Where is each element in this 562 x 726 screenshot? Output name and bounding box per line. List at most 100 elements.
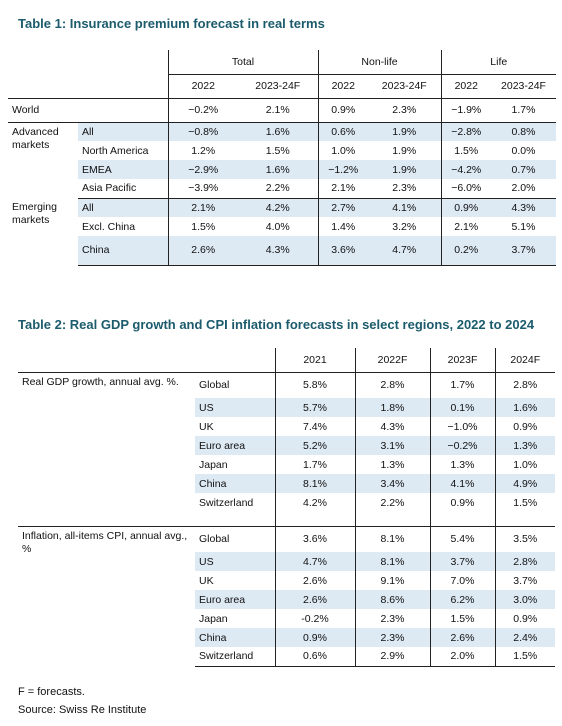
- table-cell: 0.6%: [274, 647, 355, 667]
- table-row: Real GDP growth, annual avg. %. Global 5.8…: [18, 372, 555, 398]
- table-cell: [195, 348, 275, 373]
- table-cell: 1.9%: [392, 144, 417, 157]
- table-cell: 4.2%: [238, 198, 318, 217]
- table-cell: 4.2%: [274, 493, 355, 512]
- table-row: 2021 2022F 2023F 2024F: [18, 348, 555, 373]
- table-cell: −1.9%: [440, 98, 491, 123]
- row-header: Euro area: [195, 590, 275, 609]
- table-cell: 2.7%: [317, 198, 368, 217]
- table-cell: 3.6%: [274, 525, 355, 552]
- table-cell: 3.7%: [494, 571, 555, 590]
- table-cell: [78, 50, 168, 74]
- table-row: Euro area 2.6% 8.6% 6.2% 3.0%: [18, 590, 555, 609]
- table-cell: 2.8%: [354, 372, 430, 398]
- table-cell: 1.5%: [265, 144, 290, 157]
- table-cell: 0.6%: [317, 122, 368, 141]
- table-cell: 1.8%: [354, 398, 430, 417]
- table-cell: 1.7%: [274, 455, 355, 474]
- table-cell: 8.1%: [274, 474, 355, 493]
- table-cell: 6.2%: [429, 590, 495, 609]
- table-cell: 3.1%: [354, 436, 430, 455]
- spacer: [274, 512, 355, 526]
- table-row: Switzerland 4.2% 2.2% 0.9% 1.5%: [18, 493, 555, 512]
- row-header: Switzerland: [195, 647, 275, 667]
- section-label: Real GDP growth, annual avg. %.: [22, 375, 179, 388]
- table-cell: −2.8%: [440, 122, 491, 141]
- table-cell: 2.3%: [368, 179, 441, 199]
- table-cell: 4.7%: [274, 552, 355, 571]
- table-cell: 2.3%: [354, 628, 430, 647]
- table-cell: 3.5%: [494, 525, 555, 552]
- table-cell: 1.3%: [494, 436, 555, 455]
- table-row: Japan -0.2% 2.3% 1.5% 0.9%: [18, 609, 555, 628]
- table-cell: 2.2%: [354, 493, 430, 512]
- table-cell: 2.1%: [317, 179, 368, 199]
- table-cell: 2.2%: [238, 179, 318, 199]
- table-cell: 8.1%: [354, 552, 430, 571]
- table-cell: 2.9%: [354, 647, 430, 667]
- table-row: [18, 512, 555, 526]
- premium-table: Total Non-life Life 2022 2023-24F 2022 2023-24…: [8, 50, 556, 266]
- table-cell: −1.0%: [429, 417, 495, 436]
- row-header: US: [195, 552, 275, 571]
- column-header: 2023-24F: [368, 74, 441, 99]
- table-cell: 2.4%: [494, 628, 555, 647]
- table-cell: 0.9%: [317, 98, 368, 123]
- table-cell: 3.7%: [429, 552, 495, 571]
- row-header: All: [78, 122, 168, 141]
- table-cell: −2.9%: [167, 160, 238, 179]
- table-row: US 5.7% 1.8% 0.1% 1.6%: [18, 398, 555, 417]
- row-header: North America: [82, 144, 149, 157]
- table-cell: 1.3%: [354, 455, 430, 474]
- table-cell: 4.3%: [354, 417, 430, 436]
- table-cell: 1.5%: [167, 217, 238, 236]
- table-cell: 1.5%: [440, 141, 491, 160]
- table-cell: 1.6%: [494, 398, 555, 417]
- table-cell: 1.7%: [491, 98, 556, 123]
- table-cell: 8.1%: [354, 525, 430, 552]
- table-cell: 1.9%: [368, 160, 441, 179]
- table-cell: 1.5%: [494, 647, 555, 667]
- table-cell: 2.6%: [274, 571, 355, 590]
- row-header: Global: [195, 525, 275, 552]
- table-cell: 0.8%: [491, 122, 556, 141]
- row-header: China: [195, 628, 275, 647]
- table-cell: 0.9%: [274, 628, 355, 647]
- column-header: 2022: [440, 74, 491, 99]
- table-row: US 4.7% 8.1% 3.7% 2.8%: [18, 552, 555, 571]
- group-header: Total: [167, 50, 318, 75]
- column-header: 2021: [274, 348, 355, 373]
- row-header: Excl. China: [82, 220, 136, 233]
- table-cell: 1.7%: [429, 372, 495, 398]
- table-row: UK 7.4% 4.3% −1.0% 0.9%: [18, 417, 555, 436]
- table-cell: [18, 348, 195, 373]
- table-cell: 4.0%: [265, 220, 290, 233]
- table-cell: 2.1%: [238, 98, 318, 123]
- table-cell: 5.8%: [274, 372, 355, 398]
- table-cell: [195, 512, 275, 526]
- table-row: Emerging markets All 2.1% 4.2% 2.7% 4.1% 0.9% 4…: [8, 198, 556, 226]
- table-cell: 0.7%: [491, 160, 556, 179]
- table-cell: -0.2%: [274, 609, 355, 628]
- table-cell: 4.1%: [368, 198, 441, 217]
- table-cell: 3.2%: [392, 220, 417, 233]
- table-cell: 2.6%: [167, 236, 238, 266]
- footnote: F = forecasts.: [18, 686, 85, 698]
- table-title: Table 1: Insurance premium forecast in r…: [18, 16, 325, 31]
- table-row: UK 2.6% 9.1% 7.0% 3.7%: [18, 571, 555, 590]
- table-cell: −4.2%: [440, 160, 491, 179]
- table-cell: [8, 50, 78, 74]
- table-cell: 5.4%: [429, 525, 495, 552]
- table-title: Table 2: Real GDP growth and CPI inflati…: [18, 317, 535, 332]
- column-header: 2024F: [494, 348, 555, 373]
- table-cell: [18, 512, 195, 526]
- table-cell: 2.0%: [429, 647, 495, 667]
- row-header: All: [78, 198, 168, 217]
- table-cell: 4.3%: [238, 236, 318, 266]
- group-header: Non-life: [317, 50, 441, 75]
- table-row: World −0.2% 2.1% 0.9% 2.3% −1.9% 1.7%: [8, 98, 556, 123]
- table-cell: 7.4%: [274, 417, 355, 436]
- group-header: Life: [440, 50, 556, 75]
- table-cell: 1.6%: [238, 122, 318, 141]
- table-cell: 0.9%: [429, 493, 495, 512]
